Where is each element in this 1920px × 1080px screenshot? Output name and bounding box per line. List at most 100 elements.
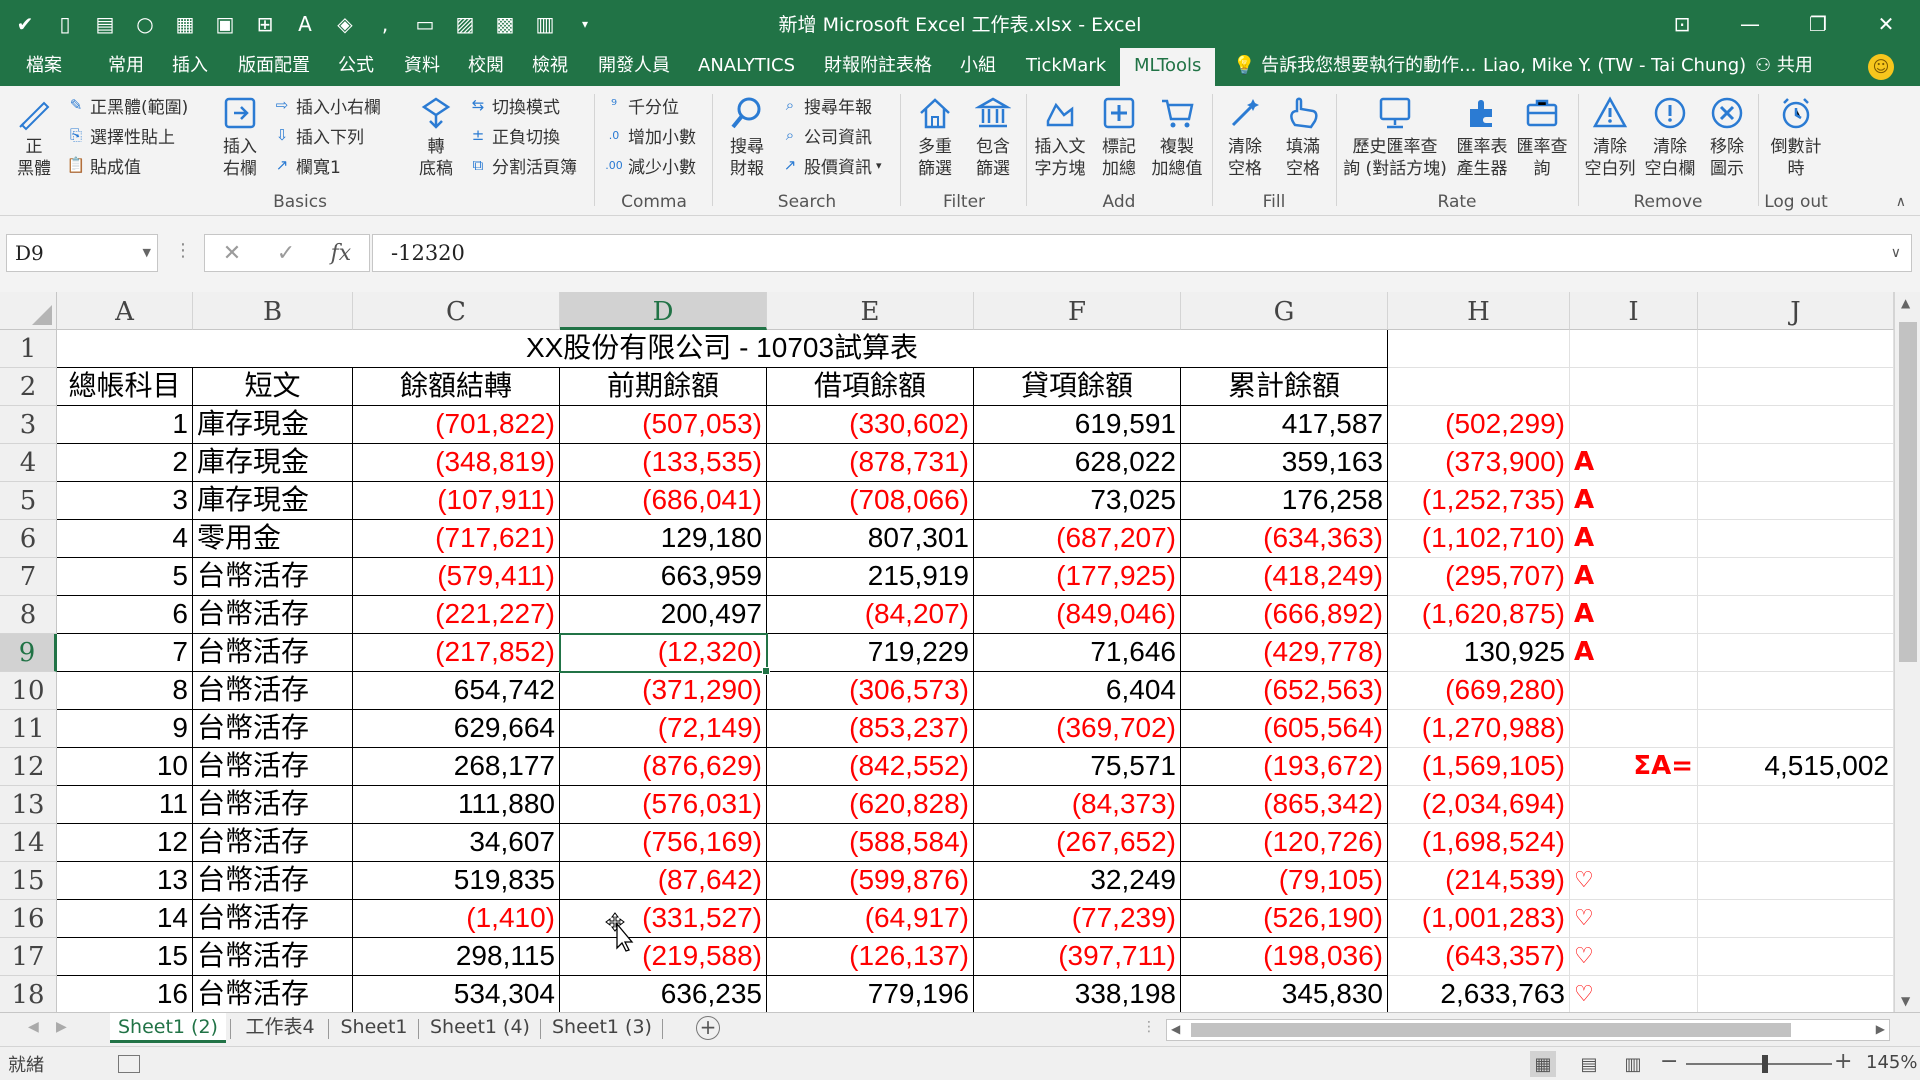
row-header[interactable]: 18	[0, 976, 57, 1014]
data-cell[interactable]: (876,629)	[560, 748, 767, 786]
data-cell[interactable]: (418,249)	[1181, 558, 1388, 596]
data-cell[interactable]: 15	[57, 938, 193, 976]
data-cell[interactable]: (193,672)	[1181, 748, 1388, 786]
data-cell[interactable]: 1	[57, 406, 193, 444]
data-cell[interactable]: 129,180	[560, 520, 767, 558]
table-icon[interactable]: ▦	[175, 12, 195, 36]
fill-color-icon[interactable]: ◈	[337, 12, 353, 36]
row-header[interactable]: 2	[0, 368, 57, 406]
insert-function-icon[interactable]: fx	[330, 240, 352, 266]
cell[interactable]	[1698, 520, 1894, 558]
sheet-tab-sheet4[interactable]: 工作表4	[245, 1016, 315, 1038]
data-cell[interactable]: (373,900)	[1388, 444, 1570, 482]
data-cell[interactable]: 34,607	[353, 824, 560, 862]
tab-team[interactable]: 小組	[960, 55, 996, 76]
thousands-separator-button[interactable]: ⁹ 千分位	[604, 92, 679, 118]
tab-page-layout[interactable]: 版面配置	[238, 55, 310, 76]
multi-filter-button[interactable]: 多重 篩選	[910, 92, 960, 180]
data-cell[interactable]: 519,835	[353, 862, 560, 900]
data-cell[interactable]: (1,270,988)	[1388, 710, 1570, 748]
data-cell[interactable]: (853,237)	[767, 710, 974, 748]
search-financial-report-button[interactable]: 搜尋 財報	[722, 92, 772, 180]
data-cell[interactable]: 663,959	[560, 558, 767, 596]
data-cell[interactable]: 台幣活存	[193, 710, 353, 748]
data-cell[interactable]: 298,115	[353, 938, 560, 976]
tab-data[interactable]: 資料	[404, 55, 440, 76]
next-sheet-icon[interactable]: ▶	[56, 1019, 67, 1035]
data-cell[interactable]: 71,646	[974, 634, 1181, 672]
data-cell[interactable]: (267,652)	[974, 824, 1181, 862]
scroll-left-icon[interactable]: ◀	[1171, 1022, 1181, 1036]
data-cell[interactable]: 13	[57, 862, 193, 900]
data-cell[interactable]: 807,301	[767, 520, 974, 558]
cell[interactable]	[1570, 672, 1698, 710]
tab-developer[interactable]: 開發人員	[598, 55, 670, 76]
horizontal-scrollbar[interactable]: ◀ ▶	[1166, 1019, 1890, 1041]
data-cell[interactable]: 629,664	[353, 710, 560, 748]
cell[interactable]	[1698, 444, 1894, 482]
data-cell[interactable]: (371,290)	[560, 672, 767, 710]
restore-icon[interactable]: ❐	[1809, 12, 1827, 36]
data-cell[interactable]: (1,252,735)	[1388, 482, 1570, 520]
tickmark-heart-icon[interactable]: ♡	[1570, 900, 1698, 938]
tab-view[interactable]: 檢視	[532, 55, 568, 76]
column-header-h[interactable]: H	[1388, 292, 1570, 330]
minimize-icon[interactable]: —	[1740, 12, 1760, 36]
data-cell[interactable]: (12,320)	[560, 634, 767, 672]
column-header-i[interactable]: I	[1570, 292, 1698, 330]
data-cell[interactable]: (502,299)	[1388, 406, 1570, 444]
data-cell[interactable]: (397,711)	[974, 938, 1181, 976]
picture-icon[interactable]: ▨	[455, 12, 475, 36]
data-cell[interactable]: 庫存現金	[193, 444, 353, 482]
cell[interactable]	[1388, 368, 1570, 406]
row-header[interactable]: 11	[0, 710, 57, 748]
data-cell[interactable]: (429,778)	[1181, 634, 1388, 672]
column-header-c[interactable]: C	[353, 292, 560, 330]
data-cell[interactable]: (217,852)	[353, 634, 560, 672]
data-cell[interactable]: 200,497	[560, 596, 767, 634]
zoom-out-icon[interactable]: −	[1660, 1049, 1679, 1074]
cell[interactable]	[1698, 862, 1894, 900]
data-cell[interactable]: (842,552)	[767, 748, 974, 786]
copy-sum-button[interactable]: 複製 加總值	[1150, 92, 1204, 180]
data-cell[interactable]: 2	[57, 444, 193, 482]
data-cell[interactable]: 台幣活存	[193, 672, 353, 710]
feedback-smiley-icon[interactable]: ☺	[1868, 54, 1894, 80]
cell[interactable]	[1570, 710, 1698, 748]
data-cell[interactable]: 75,571	[974, 748, 1181, 786]
data-cell[interactable]: (219,588)	[560, 938, 767, 976]
cell[interactable]	[1698, 634, 1894, 672]
data-cell[interactable]: 176,258	[1181, 482, 1388, 520]
cell[interactable]	[1570, 824, 1698, 862]
data-cell[interactable]: 庫存現金	[193, 406, 353, 444]
data-cell[interactable]: 111,880	[353, 786, 560, 824]
sheet-tab-sheet1[interactable]: Sheet1	[340, 1016, 408, 1038]
data-cell[interactable]: (849,046)	[974, 596, 1181, 634]
column-header-g[interactable]: G	[1181, 292, 1388, 330]
split-workbook-button[interactable]: ⧉ 分割活頁簿	[468, 152, 577, 178]
data-cell[interactable]: 7	[57, 634, 193, 672]
tab-financial-notes[interactable]: 財報附註表格	[824, 55, 932, 76]
header-cell[interactable]: 短文	[193, 368, 353, 406]
data-cell[interactable]: 359,163	[1181, 444, 1388, 482]
tab-tickmark[interactable]: TickMark	[1026, 55, 1107, 76]
row-header[interactable]: 10	[0, 672, 57, 710]
add-sheet-icon[interactable]: +	[696, 1016, 720, 1040]
row-header[interactable]: 14	[0, 824, 57, 862]
sum-value[interactable]: 4,515,002	[1698, 748, 1894, 786]
data-cell[interactable]: 台幣活存	[193, 634, 353, 672]
cell[interactable]	[1698, 710, 1894, 748]
cell[interactable]	[1698, 596, 1894, 634]
data-cell[interactable]: (717,621)	[353, 520, 560, 558]
increase-decimal-button[interactable]: .0 增加小數	[604, 122, 696, 148]
data-cell[interactable]: (1,698,524)	[1388, 824, 1570, 862]
select-all-button[interactable]	[0, 292, 57, 330]
horizontal-scroll-thumb[interactable]	[1191, 1023, 1791, 1037]
data-cell[interactable]: (666,892)	[1181, 596, 1388, 634]
data-cell[interactable]: 庫存現金	[193, 482, 353, 520]
data-cell[interactable]: (126,137)	[767, 938, 974, 976]
tickmark-a[interactable]: A	[1570, 596, 1698, 634]
data-cell[interactable]: 14	[57, 900, 193, 938]
cell[interactable]	[1698, 786, 1894, 824]
zoom-level[interactable]: 145%	[1866, 1052, 1918, 1073]
